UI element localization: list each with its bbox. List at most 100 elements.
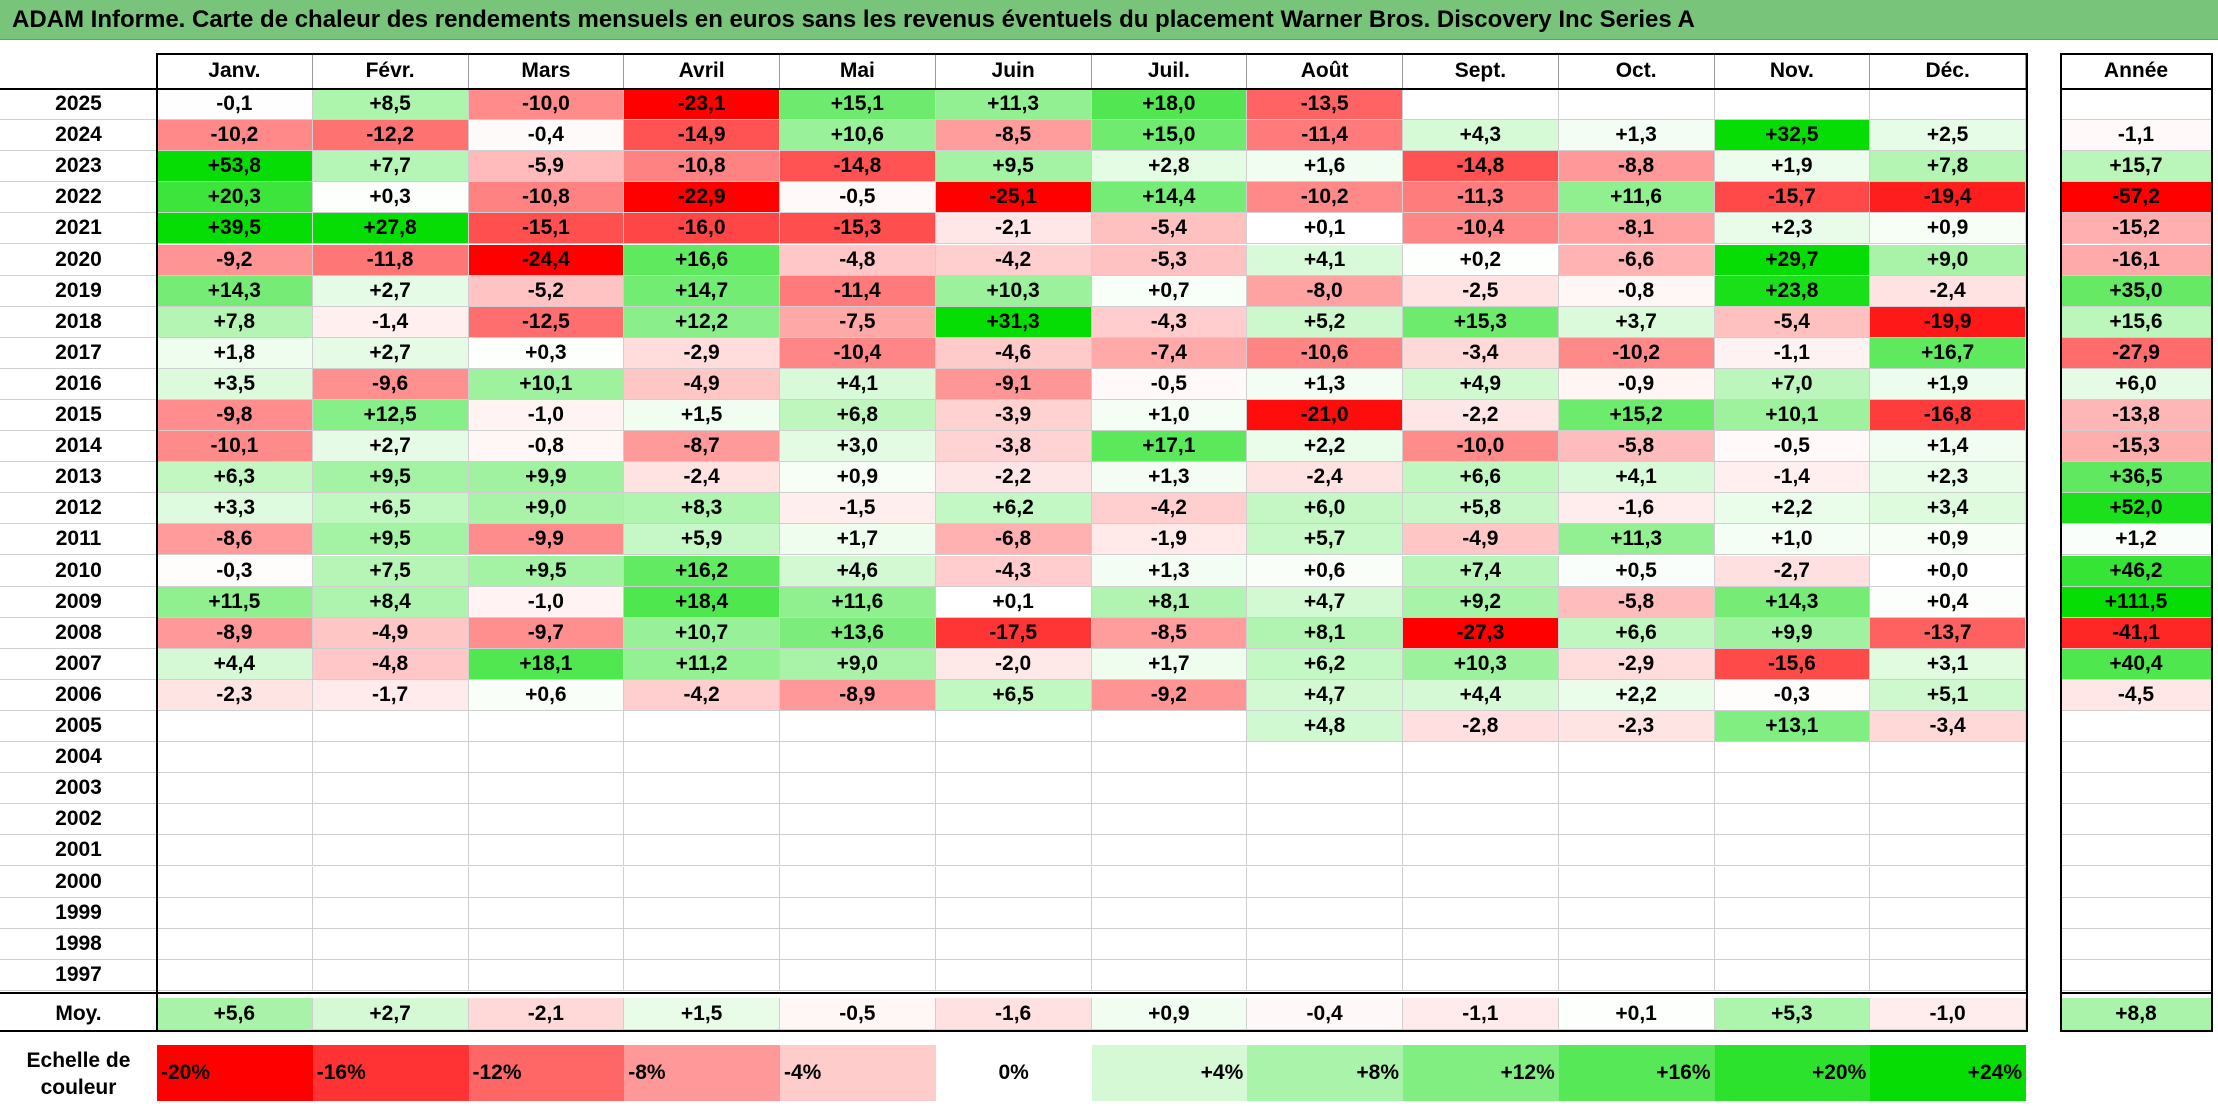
heatmap-cell bbox=[780, 773, 936, 805]
heatmap-cell: -0,3 bbox=[1714, 679, 1871, 711]
heatmap-cell: -1,7 bbox=[312, 679, 469, 711]
heatmap-cell bbox=[1247, 959, 1403, 991]
heatmap-cell: -8,7 bbox=[624, 431, 780, 463]
heatmap-cell: +7,7 bbox=[312, 151, 469, 183]
heatmap-cell: -9,9 bbox=[468, 524, 625, 556]
heatmap-cell: +1,3 bbox=[1091, 555, 1248, 587]
heatmap-cell: +0,3 bbox=[468, 337, 625, 369]
annual-cell bbox=[2061, 773, 2211, 805]
bottom-rule bbox=[0, 1030, 2026, 1032]
heatmap-cell: +1,7 bbox=[1091, 648, 1248, 680]
heatmap-cell: -7,5 bbox=[780, 306, 936, 338]
heatmap-cell bbox=[157, 866, 313, 898]
heatmap-cell: -2,2 bbox=[1403, 400, 1559, 432]
annual-cell: -16,1 bbox=[2061, 244, 2211, 276]
heatmap-cell: -10,0 bbox=[1403, 431, 1559, 463]
heatmap-cell: +9,0 bbox=[780, 648, 936, 680]
scale-swatch: -8% bbox=[624, 1045, 780, 1101]
average-cell: +0,1 bbox=[1558, 998, 1715, 1030]
heatmap-cell bbox=[624, 897, 780, 929]
heatmap-cell: -4,8 bbox=[780, 244, 936, 276]
annual-cell bbox=[2061, 804, 2211, 836]
heatmap-cell: -11,4 bbox=[1247, 120, 1403, 152]
heatmap-cell: -11,4 bbox=[780, 275, 936, 307]
heatmap-cell bbox=[1558, 959, 1715, 991]
heatmap-cell bbox=[1870, 866, 2026, 898]
heatmap-cell: -10,4 bbox=[780, 337, 936, 369]
heatmap-cell: -10,0 bbox=[468, 89, 625, 121]
heatmap-cell bbox=[1403, 835, 1559, 867]
heatmap-cell bbox=[1558, 835, 1715, 867]
heatmap-cell bbox=[1870, 742, 2026, 774]
heatmap-cell: +2,2 bbox=[1714, 493, 1871, 525]
average-cell: -1,1 bbox=[1403, 998, 1559, 1030]
heatmap-cell: -9,2 bbox=[1091, 679, 1248, 711]
column-header: Oct. bbox=[1558, 54, 1715, 89]
heatmap-cell bbox=[935, 928, 1092, 960]
heatmap-cell: +9,0 bbox=[468, 493, 625, 525]
heatmap-cell: -2,4 bbox=[1247, 462, 1403, 494]
heatmap-cell: -5,4 bbox=[1714, 306, 1871, 338]
heatmap-cell: -0,3 bbox=[157, 555, 313, 587]
heatmap-cell: +5,2 bbox=[1247, 306, 1403, 338]
heatmap-cell: +3,0 bbox=[780, 431, 936, 463]
average-cell: +5,6 bbox=[157, 998, 313, 1030]
annual-cell bbox=[2061, 866, 2211, 898]
heatmap-cell: +29,7 bbox=[1714, 244, 1871, 276]
average-cell: -1,6 bbox=[935, 998, 1092, 1030]
heatmap-cell: -15,6 bbox=[1714, 648, 1871, 680]
heatmap-cell: -3,4 bbox=[1403, 337, 1559, 369]
heatmap-cell: +20,3 bbox=[157, 182, 313, 214]
heatmap-cell bbox=[1714, 866, 1871, 898]
year-label: 2010 bbox=[0, 556, 157, 587]
heatmap-cell bbox=[1870, 928, 2026, 960]
heatmap-cell: -3,8 bbox=[935, 431, 1092, 463]
heatmap-cell: +4,1 bbox=[780, 368, 936, 400]
heatmap-cell: +31,3 bbox=[935, 306, 1092, 338]
header-rule bbox=[0, 88, 2026, 90]
heatmap-cell: -11,8 bbox=[312, 244, 469, 276]
heatmap-cell: +2,7 bbox=[312, 431, 469, 463]
heatmap-cell: -13,5 bbox=[1247, 89, 1403, 121]
heatmap-cell: -15,3 bbox=[780, 213, 936, 245]
column-header: Nov. bbox=[1714, 54, 1871, 89]
heatmap-cell: +5,1 bbox=[1870, 679, 2026, 711]
heatmap-cell bbox=[1558, 773, 1715, 805]
heatmap-cell: +16,2 bbox=[624, 555, 780, 587]
heatmap-cell: +9,2 bbox=[1403, 586, 1559, 618]
year-label: 2023 bbox=[0, 151, 157, 183]
heatmap-cell: +23,8 bbox=[1714, 275, 1871, 307]
year-label: 2016 bbox=[0, 369, 157, 400]
heatmap-cell: +11,2 bbox=[624, 648, 780, 680]
annual-cell bbox=[2061, 89, 2211, 121]
annual-cell: +6,0 bbox=[2061, 368, 2211, 400]
heatmap-cell: +9,5 bbox=[468, 555, 625, 587]
heatmap-cell: +17,1 bbox=[1091, 431, 1248, 463]
heatmap-cell: +27,8 bbox=[312, 213, 469, 245]
heatmap-cell bbox=[1247, 804, 1403, 836]
heatmap-cell: -4,2 bbox=[1091, 493, 1248, 525]
average-cell: +0,9 bbox=[1091, 998, 1248, 1030]
heatmap-cell bbox=[935, 866, 1092, 898]
heatmap-cell bbox=[157, 835, 313, 867]
heatmap-cell: -2,9 bbox=[1558, 648, 1715, 680]
heatmap-cell: -1,5 bbox=[780, 493, 936, 525]
heatmap-cell: -21,0 bbox=[1247, 400, 1403, 432]
heatmap-cell: +15,2 bbox=[1558, 400, 1715, 432]
annual-cell: -13,8 bbox=[2061, 400, 2211, 432]
year-label: 2002 bbox=[0, 804, 157, 836]
heatmap-cell: +10,1 bbox=[468, 368, 625, 400]
average-rule bbox=[0, 991, 2026, 994]
heatmap-cell: -0,8 bbox=[468, 431, 625, 463]
heatmap-cell bbox=[1091, 742, 1248, 774]
heatmap-cell: +14,4 bbox=[1091, 182, 1248, 214]
header-rule-annual bbox=[2061, 88, 2211, 90]
heatmap-cell bbox=[157, 742, 313, 774]
heatmap-cell: -10,8 bbox=[468, 182, 625, 214]
heatmap-cell: +1,9 bbox=[1714, 151, 1871, 183]
heatmap-cell: +5,7 bbox=[1247, 524, 1403, 556]
year-label: 2007 bbox=[0, 649, 157, 680]
year-label: 2005 bbox=[0, 711, 157, 743]
heatmap-cell bbox=[1247, 773, 1403, 805]
heatmap-cell: +1,6 bbox=[1247, 151, 1403, 183]
